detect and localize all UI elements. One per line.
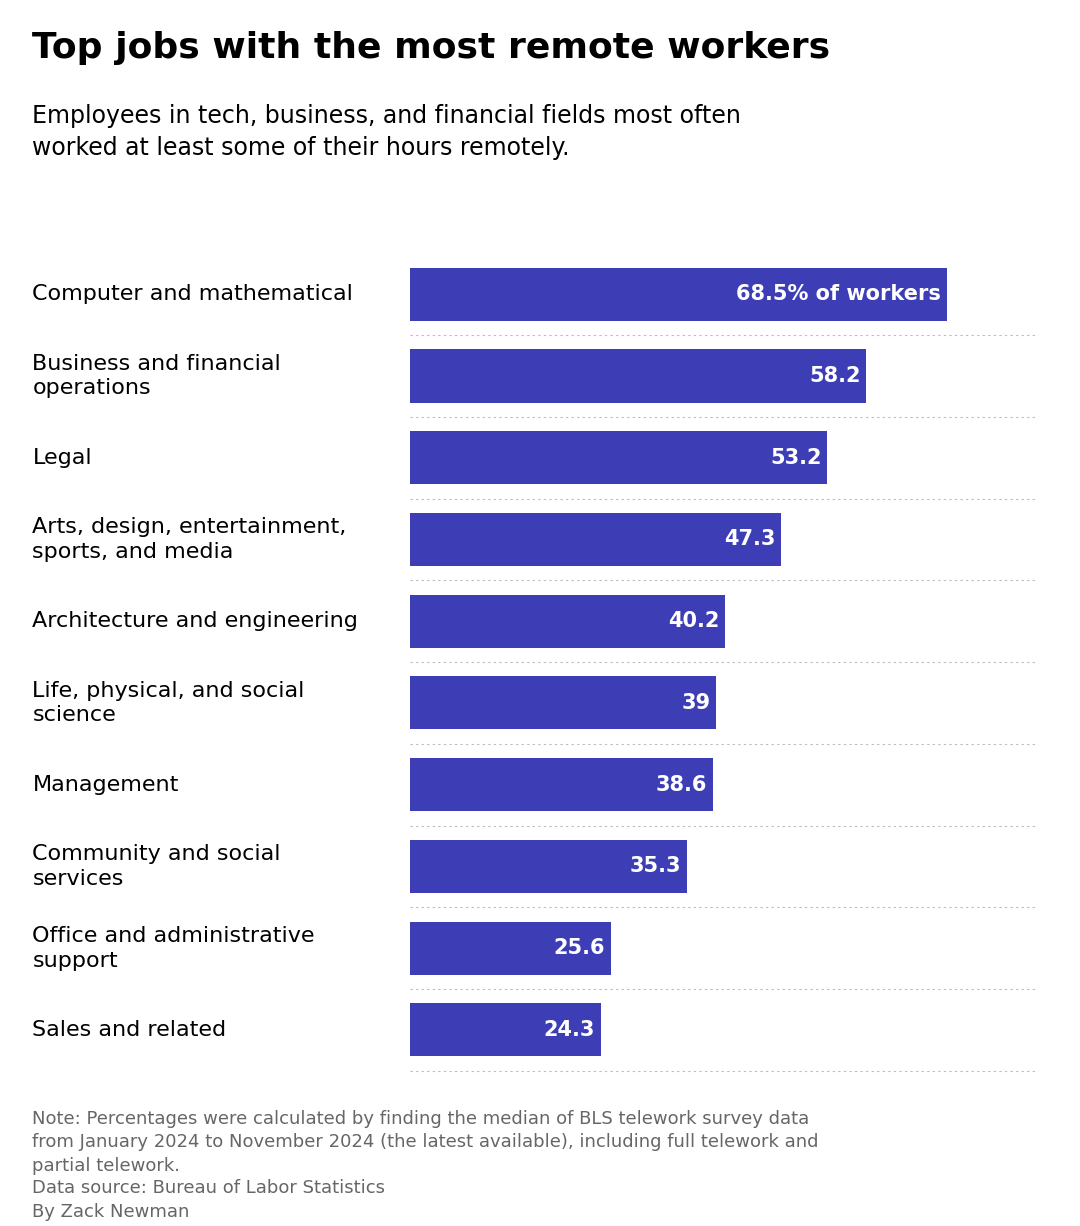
Text: Arts, design, entertainment,
sports, and media: Arts, design, entertainment, sports, and… (32, 517, 347, 562)
Text: 24.3: 24.3 (544, 1020, 595, 1040)
Text: Architecture and engineering: Architecture and engineering (32, 612, 359, 631)
Text: Note: Percentages were calculated by finding the median of BLS telework survey d: Note: Percentages were calculated by fin… (32, 1110, 819, 1175)
Text: 68.5% of workers: 68.5% of workers (737, 284, 942, 304)
Text: Legal: Legal (32, 447, 92, 467)
Text: Community and social
services: Community and social services (32, 843, 281, 889)
Text: Data source: Bureau of Labor Statistics
By Zack Newman: Data source: Bureau of Labor Statistics … (32, 1179, 386, 1221)
Text: 47.3: 47.3 (724, 530, 775, 549)
Text: 38.6: 38.6 (656, 775, 707, 794)
Text: Top jobs with the most remote workers: Top jobs with the most remote workers (32, 31, 831, 65)
Bar (410, 432, 827, 484)
Text: 53.2: 53.2 (770, 447, 822, 467)
Bar (410, 758, 713, 812)
Text: Business and financial
operations: Business and financial operations (32, 353, 281, 398)
Bar (410, 349, 866, 402)
Text: 58.2: 58.2 (809, 367, 861, 386)
Text: Computer and mathematical: Computer and mathematical (32, 284, 353, 304)
Bar (410, 922, 611, 975)
Bar (410, 1003, 600, 1057)
Bar (410, 677, 716, 729)
Text: Management: Management (32, 775, 179, 794)
Text: 39: 39 (681, 693, 711, 712)
Text: Life, physical, and social
science: Life, physical, and social science (32, 680, 305, 726)
Bar (410, 595, 725, 647)
Bar (410, 840, 687, 893)
Text: 40.2: 40.2 (669, 612, 719, 631)
Bar (410, 512, 781, 566)
Text: 35.3: 35.3 (630, 857, 681, 877)
Text: Employees in tech, business, and financial fields most often
worked at least som: Employees in tech, business, and financi… (32, 104, 741, 159)
Text: 25.6: 25.6 (554, 938, 606, 958)
Bar (410, 267, 947, 321)
Text: Office and administrative
support: Office and administrative support (32, 926, 315, 971)
Text: Sales and related: Sales and related (32, 1020, 227, 1040)
